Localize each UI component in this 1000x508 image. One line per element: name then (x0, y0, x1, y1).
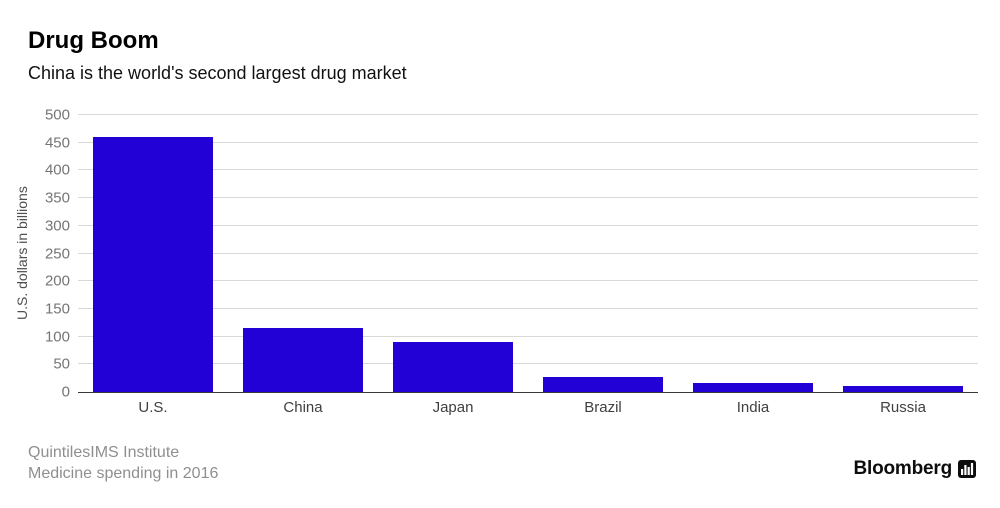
x-category-label: Brazil (584, 399, 622, 416)
bar-china (243, 327, 363, 392)
bar-japan (393, 342, 513, 392)
source-note: QuintilesIMS Institute Medicine spending… (28, 442, 218, 484)
y-tick-label: 50 (53, 355, 70, 373)
y-tick-label: 350 (44, 189, 70, 207)
y-axis-ticks: 0 50 100 150 200 250 300 350 400 450 500 (0, 107, 70, 401)
bar-slot (78, 115, 228, 392)
y-tick-label: 100 (44, 328, 70, 346)
brand-bars-icon (958, 460, 976, 478)
brand-logo: Bloomberg (854, 458, 976, 480)
x-category-label: China (283, 399, 323, 416)
y-tick-label: 500 (44, 106, 70, 124)
y-tick-label: 150 (44, 300, 70, 318)
bar-india (693, 382, 813, 392)
x-category-label: Russia (880, 399, 926, 416)
chart-subtitle: China is the world's second largest drug… (28, 63, 407, 83)
gridline (78, 280, 978, 282)
y-tick-label: 450 (44, 134, 70, 152)
bar-slot (528, 115, 678, 392)
gridline (78, 141, 978, 143)
bars (78, 115, 978, 392)
chart-title: Drug Boom (28, 27, 159, 54)
x-axis-labels: U.S. China Japan Brazil India Russia (78, 399, 978, 416)
y-tick-label: 300 (44, 217, 70, 235)
gridline (78, 363, 978, 365)
x-category-label: Japan (432, 399, 474, 416)
note-line: Medicine spending in 2016 (28, 465, 219, 482)
gridline (78, 114, 978, 115)
plot-area (78, 114, 978, 393)
gridline (78, 252, 978, 254)
bar-slot (828, 115, 978, 392)
y-tick-label: 200 (44, 272, 70, 290)
bar-slot (678, 115, 828, 392)
gridline (78, 335, 978, 337)
bar-brazil (543, 377, 663, 392)
gridline (78, 169, 978, 171)
x-category-label: India (736, 399, 770, 416)
bar-u-s (93, 137, 213, 392)
bar-slot (378, 115, 528, 392)
y-tick-label: 0 (61, 383, 70, 401)
brand-wordmark: Bloomberg (853, 458, 953, 479)
bar-slot (228, 115, 378, 392)
y-tick-label: 250 (44, 245, 70, 262)
bar-russia (843, 386, 963, 392)
gridline (78, 307, 978, 309)
gridline (78, 224, 978, 226)
source-line: QuintilesIMS Institute (28, 444, 180, 461)
gridline (78, 197, 978, 199)
x-category-label: U.S. (138, 399, 168, 416)
y-tick-label: 400 (44, 161, 70, 179)
